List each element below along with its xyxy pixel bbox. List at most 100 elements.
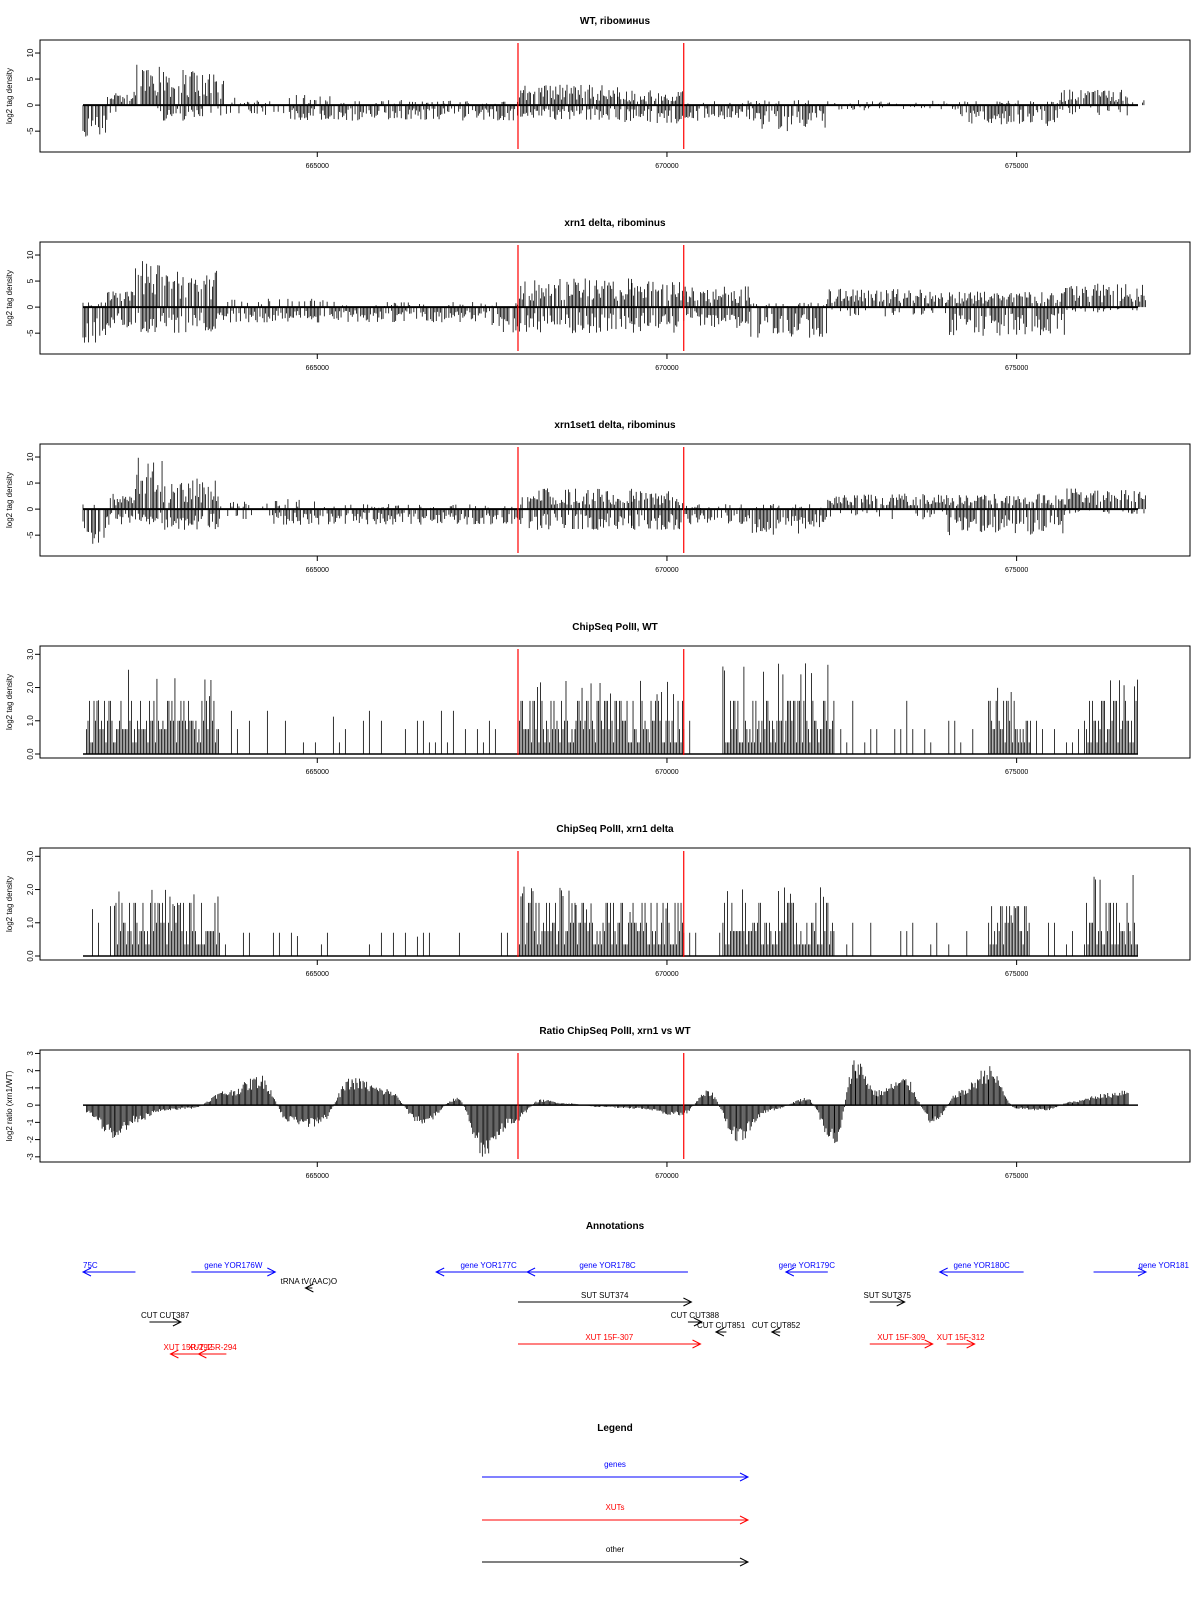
arrow-head (1137, 1267, 1148, 1277)
x-tick-label: 670000 (655, 769, 678, 776)
arrow-head (304, 1283, 314, 1293)
y-tick-label: 5 (26, 480, 35, 485)
data-bars (82, 64, 1145, 137)
chart-panel-1: WT, riboминus log2 tag density -5 0 5 10 66500… (5, 16, 1191, 170)
x-tick-label: 670000 (655, 1173, 678, 1180)
x-tick-label: 675000 (1005, 163, 1028, 170)
x-tick-label: 675000 (1005, 365, 1028, 372)
x-tick-label: 670000 (655, 163, 678, 170)
y-tick-label: -3 (26, 1153, 35, 1161)
chart-panel-4: ChipSeq PolII, WT log2 tag density 0.0 1.0 2… (5, 622, 1191, 776)
annotation-label: XUT 15F-307 (585, 1333, 633, 1342)
y-tick-label: -5 (26, 329, 35, 337)
x-tick-label: 665000 (306, 567, 329, 574)
data-bars (82, 261, 1146, 343)
annotation-arrow (149, 1317, 183, 1327)
arrow-head (938, 1267, 948, 1277)
arrow-head (169, 1349, 179, 1359)
chart-panel-2: xrn1 delta, ribominus log2 tag density -5 0… (5, 218, 1191, 372)
arrow-head (739, 1472, 750, 1482)
arrow-head (267, 1267, 277, 1277)
annotation-label: gene YOR179C (779, 1261, 836, 1270)
data-bars (92, 874, 1138, 957)
y-tick-label: 1 (26, 1085, 35, 1090)
y-tick-label: 5 (26, 76, 35, 81)
annotation-arrow (687, 1317, 704, 1327)
y-tick-label: 5 (26, 278, 35, 283)
chart-panel-3: xrn1set1 delta, ribominus log2 tag densit… (5, 420, 1191, 574)
annotation-arrow (946, 1339, 976, 1349)
annotation-label: XUT 15F-312 (937, 1333, 985, 1342)
y-tick-label: 10 (26, 250, 35, 259)
arrow-head (172, 1317, 183, 1327)
chart-panel-5: ChipSeq PolII, xrn1 delta log2 tag densit… (5, 824, 1191, 978)
y-tick-label: 10 (26, 452, 35, 461)
y-tick-label: 1.0 (26, 917, 35, 929)
y-tick-label: 2.0 (26, 681, 35, 693)
y-tick-label: -5 (26, 127, 35, 135)
y-axis-label: log2 tag density (5, 68, 14, 124)
x-tick-label: 665000 (306, 365, 329, 372)
data-bars (86, 663, 1138, 755)
chart-title: ChipSeq PolII, xrn1 delta (556, 824, 674, 835)
annotation-arrow (784, 1267, 828, 1277)
y-tick-label: -1 (26, 1118, 35, 1126)
annotation-arrow (770, 1327, 781, 1337)
legend-panel: Legend genes XUTs other (482, 1423, 750, 1567)
annotation-arrow (869, 1339, 934, 1349)
arrow-head (924, 1339, 934, 1349)
legend-label-genes: genes (604, 1460, 626, 1469)
legend-arrow-xuts (482, 1515, 750, 1525)
legend-label-xuts: XUTs (605, 1503, 624, 1512)
y-tick-label: 3 (26, 1051, 35, 1056)
y-axis-label: log2 tag density (5, 472, 14, 528)
arrow-head (692, 1339, 702, 1349)
x-tick-label: 675000 (1005, 769, 1028, 776)
y-axis-label: log2 tag density (5, 674, 14, 730)
x-tick-label: 665000 (306, 163, 329, 170)
x-tick-label: 670000 (655, 365, 678, 372)
x-tick-label: 665000 (306, 971, 329, 978)
legend-label-other: other (606, 1545, 625, 1554)
y-tick-label: 0 (26, 1102, 35, 1107)
y-tick-label: 0 (26, 102, 35, 107)
annotation-label: SUT SUT375 (864, 1291, 912, 1300)
x-tick-label: 675000 (1005, 1173, 1028, 1180)
annotation-label: XUT 15R-294 (188, 1343, 237, 1352)
annotation-label: tRNA tV(AAC)O (281, 1277, 337, 1286)
x-tick-label: 675000 (1005, 567, 1028, 574)
x-tick-label: 675000 (1005, 971, 1028, 978)
arrow-head (770, 1327, 781, 1337)
y-tick-label: 0.0 (26, 950, 35, 962)
annotation-arrow (304, 1283, 314, 1293)
annotation-label: CUT CUT852 (752, 1321, 801, 1330)
annotation-arrow (435, 1267, 542, 1277)
data-bars (86, 1060, 1129, 1157)
y-tick-label: -2 (26, 1135, 35, 1143)
chart-panel-6: Ratio ChipSeq PolII, xrn1 vs WT log2 rati… (5, 1026, 1191, 1180)
y-tick-label: 2 (26, 1068, 35, 1073)
data-bars (82, 457, 1146, 544)
y-tick-label: 3.0 (26, 648, 35, 660)
arrow-head (739, 1557, 750, 1567)
x-tick-label: 665000 (306, 769, 329, 776)
chart-title: xrn1 delta, ribominus (564, 218, 666, 229)
y-tick-label: 0.0 (26, 748, 35, 760)
annotation-arrow (1093, 1267, 1148, 1277)
plot-frame (39, 847, 1191, 961)
y-tick-label: 0 (26, 506, 35, 511)
chart-title: ChipSeq PolII, WT (572, 622, 658, 633)
arrow-head (435, 1267, 445, 1277)
annotation-arrow (191, 1267, 277, 1277)
annotation-label: gene YOR176W (204, 1261, 263, 1270)
chart-title: xrn1set1 delta, ribominus (554, 420, 676, 431)
annotations-panel: Annotations 75C gene YOR176W gene YOR177C ge… (81, 1221, 1190, 1359)
annotation-label: CUT CUT388 (671, 1311, 720, 1320)
y-tick-label: 2.0 (26, 883, 35, 895)
annotation-arrow (517, 1297, 693, 1307)
annotation-label: CUT CUT851 (697, 1321, 746, 1330)
legend-arrow-other (482, 1557, 750, 1567)
annotation-label: gene YOR178C (579, 1261, 636, 1270)
annotation-label: gene YOR180C (953, 1261, 1010, 1270)
